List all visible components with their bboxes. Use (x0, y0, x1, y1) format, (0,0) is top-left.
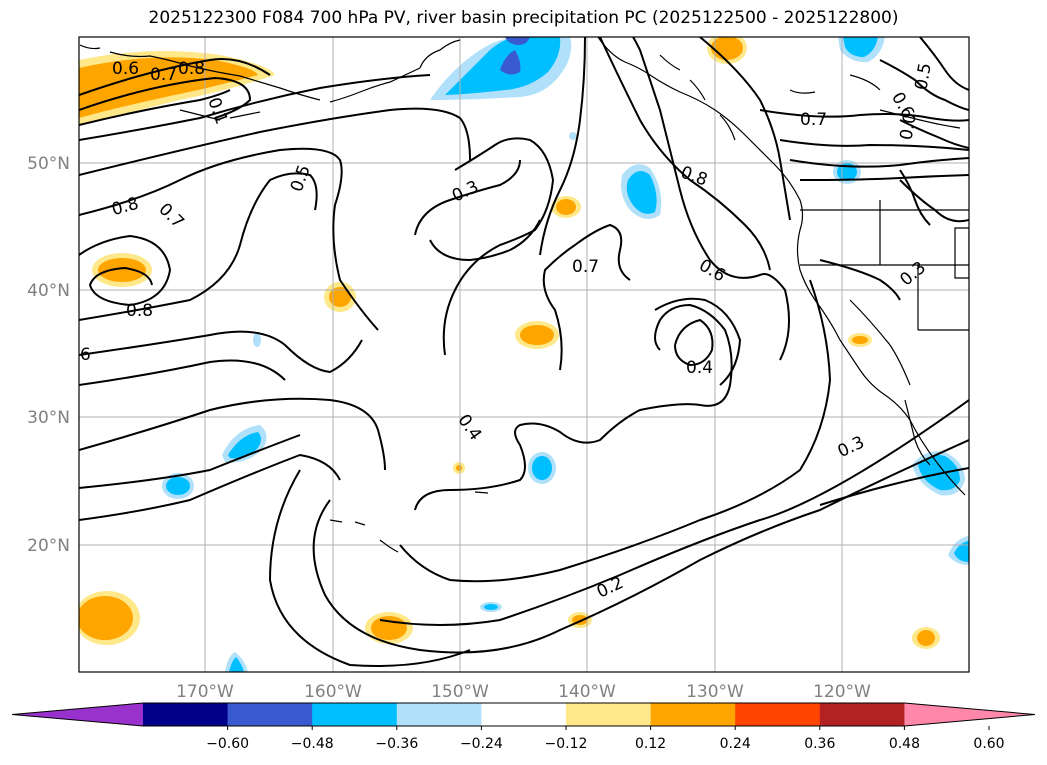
pos-shade-patch (520, 325, 554, 345)
lat-tick-label: 30°N (27, 408, 70, 428)
lon-tick-label: 170°W (176, 682, 234, 702)
pos-shade-patch (711, 37, 743, 60)
graticule (79, 37, 969, 672)
colorbar-tick-label: −0.48 (291, 736, 334, 752)
neg-shade-patch (166, 477, 190, 495)
lon-tick-label: 150°W (431, 682, 489, 702)
neg-shade-patch (484, 604, 498, 610)
contour-label: 0.7 (150, 65, 177, 85)
contour-label: 0.7 (800, 110, 827, 130)
pos-shade-patch (371, 616, 407, 640)
colorbar-segment (481, 703, 567, 726)
pos-shade-patch (329, 287, 351, 307)
colorbar-segment (566, 703, 652, 726)
neg-shade-patch (253, 333, 261, 347)
map-area: 0.6 0.7 0.8 0.1 0.5 0.6 0.0 0.5 0.3 0.7 … (79, 37, 969, 672)
contour-label: 0.4 (686, 358, 713, 378)
colorbar-segment (396, 703, 482, 726)
pos-shade-patch (98, 258, 146, 282)
lon-tick-label: 140°W (558, 682, 616, 702)
pos-shade-patch (852, 336, 868, 344)
colorbar-tick-label: −0.60 (206, 736, 249, 752)
contour-label: 0.8 (126, 301, 153, 321)
colorbar-segment (735, 703, 821, 726)
neg-shade-patch (626, 171, 657, 214)
colorbar-outline (11, 702, 1036, 727)
contour-label: 0.0 (896, 111, 920, 141)
pos-shade-patch (456, 465, 462, 471)
neg-shade-patch (229, 657, 244, 672)
colorbar-tick-label: 0.48 (889, 736, 920, 752)
lon-tick-label: 130°W (686, 682, 744, 702)
colorbar-segment (227, 703, 313, 726)
pos-shade-patch (79, 57, 258, 118)
colorbar-tick-label: −0.36 (375, 736, 418, 752)
colorbar-extend-max (904, 703, 1035, 726)
contour-label: 0.8 (178, 59, 205, 79)
colorbar-tick-label: 0.24 (720, 736, 751, 752)
neg-shade-patch (500, 50, 521, 75)
neg-shade-patch (843, 37, 878, 57)
colorbar-extend-min (12, 703, 143, 726)
lon-axis: 170°W 160°W 150°W 140°W 130°W 120°W (176, 682, 871, 702)
neg-shade-patch (954, 541, 969, 562)
colorbar-tick-label: 0.36 (804, 736, 835, 752)
lon-tick-label: 120°W (813, 682, 871, 702)
neg-shade-patch (569, 132, 577, 140)
lat-tick-label: 50°N (27, 154, 70, 174)
contour-label: 0.6 (112, 59, 139, 79)
lat-axis: 50°N 40°N 30°N 20°N (27, 154, 70, 556)
contour-label: 0.7 (572, 257, 599, 277)
colorbar-tick-label: −0.12 (545, 736, 588, 752)
contour-label: 0.5 (911, 61, 935, 91)
coastlines (79, 37, 969, 553)
map-title: 2025122300 F084 700 hPa PV, river basin … (148, 8, 899, 28)
pos-shade-patch (556, 199, 576, 215)
neg-shade-patch (505, 37, 530, 45)
neg-shade-patch (532, 456, 552, 480)
lat-tick-label: 40°N (27, 281, 70, 301)
lon-tick-label: 160°W (304, 682, 362, 702)
neg-shade-patch (228, 432, 262, 459)
colorbar-tick-label: 0.12 (635, 736, 666, 752)
colorbar: −0.60 −0.48 −0.36 −0.24 −0.12 0.12 0.24 0.36 0.4… (11, 702, 1036, 752)
colorbar-segment (312, 703, 398, 726)
pv-contours (79, 37, 969, 667)
lat-tick-label: 20°N (27, 536, 70, 556)
colorbar-tick-label: 0.60 (973, 736, 1004, 752)
pos-shade-patch (79, 596, 133, 640)
colorbar-segment (650, 703, 736, 726)
colorbar-segment (819, 703, 905, 726)
contour-label: 6 (80, 345, 91, 365)
colorbar-segment (143, 703, 229, 726)
pos-shade-patch (917, 630, 935, 646)
map-frame (78, 36, 970, 673)
colorbar-tick-label: −0.24 (460, 736, 503, 752)
